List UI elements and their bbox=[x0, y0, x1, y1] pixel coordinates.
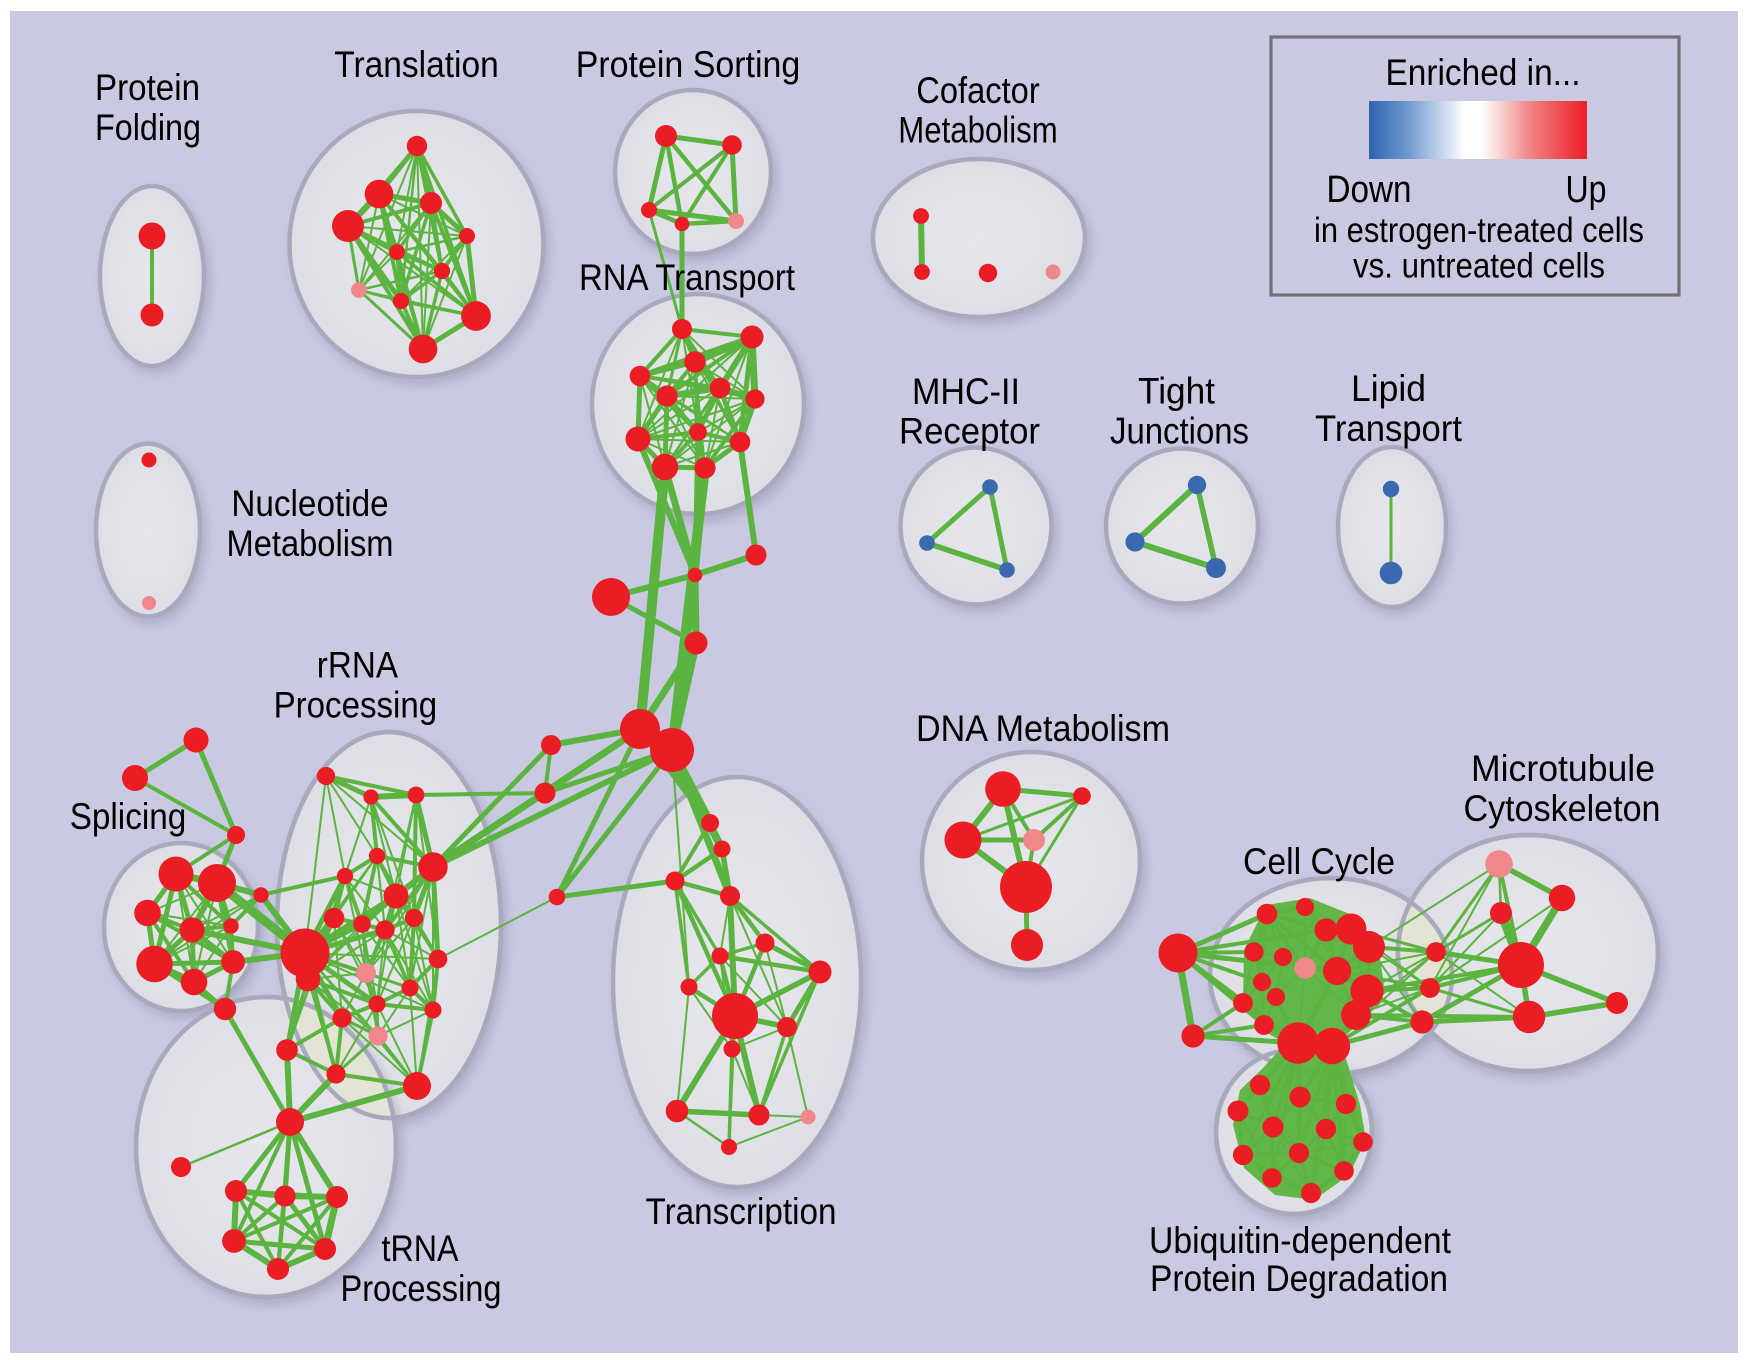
svg-text:MHC-II: MHC-II bbox=[912, 371, 1020, 412]
svg-text:tRNA: tRNA bbox=[382, 1228, 459, 1269]
svg-text:rRNA: rRNA bbox=[317, 644, 398, 685]
svg-text:in estrogen-treated cells: in estrogen-treated cells bbox=[1314, 211, 1644, 250]
svg-text:Cofactor: Cofactor bbox=[916, 70, 1039, 111]
svg-text:Protein Sorting: Protein Sorting bbox=[576, 44, 801, 85]
svg-text:Metabolism: Metabolism bbox=[898, 110, 1057, 151]
svg-text:Junctions: Junctions bbox=[1110, 411, 1249, 452]
svg-text:Metabolism: Metabolism bbox=[227, 523, 394, 564]
svg-text:Up: Up bbox=[1566, 169, 1607, 211]
svg-text:Receptor: Receptor bbox=[899, 411, 1040, 452]
svg-text:Microtubule: Microtubule bbox=[1471, 748, 1655, 789]
svg-text:Protein: Protein bbox=[95, 67, 200, 108]
svg-text:Cytoskeleton: Cytoskeleton bbox=[1464, 788, 1661, 829]
svg-text:Folding: Folding bbox=[95, 107, 201, 148]
svg-text:vs. untreated cells: vs. untreated cells bbox=[1353, 247, 1605, 286]
svg-text:Down: Down bbox=[1327, 169, 1412, 211]
svg-text:Translation: Translation bbox=[334, 44, 499, 85]
svg-text:Protein Degradation: Protein Degradation bbox=[1150, 1258, 1448, 1299]
svg-text:Enriched in...: Enriched in... bbox=[1386, 52, 1581, 93]
svg-text:DNA Metabolism: DNA Metabolism bbox=[916, 708, 1170, 749]
svg-text:Processing: Processing bbox=[274, 684, 438, 725]
svg-text:Tight: Tight bbox=[1138, 371, 1216, 412]
svg-text:Splicing: Splicing bbox=[70, 796, 187, 837]
svg-text:Nucleotide: Nucleotide bbox=[231, 483, 388, 524]
svg-text:Ubiquitin-dependent: Ubiquitin-dependent bbox=[1149, 1220, 1452, 1261]
svg-text:Transcription: Transcription bbox=[646, 1191, 837, 1232]
svg-text:Transport: Transport bbox=[1315, 408, 1463, 449]
svg-text:Processing: Processing bbox=[341, 1268, 502, 1309]
svg-text:RNA Transport: RNA Transport bbox=[579, 257, 796, 298]
svg-text:Cell Cycle: Cell Cycle bbox=[1243, 841, 1395, 882]
svg-text:Lipid: Lipid bbox=[1351, 368, 1426, 409]
